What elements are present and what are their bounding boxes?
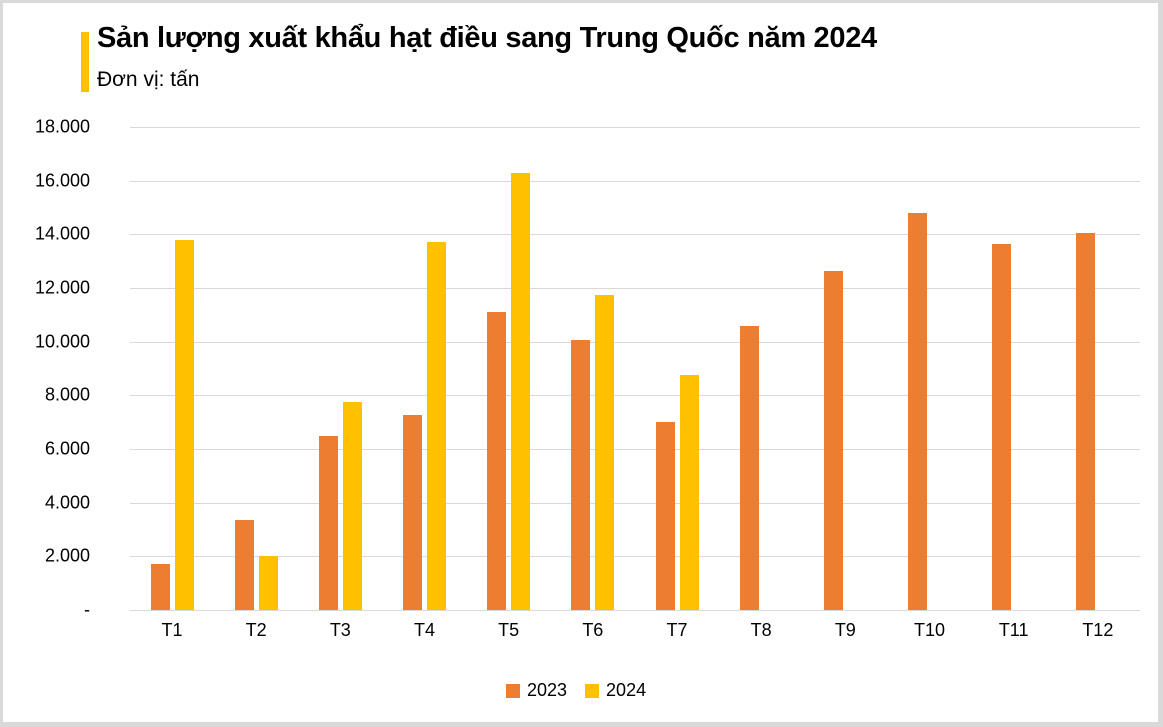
x-tick-label: T1 [161,620,183,640]
bar-2023-T8 [739,325,759,610]
bar-2023-T7 [655,422,675,610]
bar-2024-T1 [174,239,194,610]
bar-2024-T4 [427,242,447,610]
gridline [130,610,1140,611]
legend: 2023 2024 [506,680,664,701]
x-tick-label: T2 [245,620,267,640]
legend-item-2024: 2024 [585,680,646,701]
x-tick-label: T5 [498,620,520,640]
bar-2023-T9 [823,270,843,610]
y-tick-label: 2.000 [44,545,90,566]
legend-label: 2023 [527,680,568,700]
bar-2024-T2 [258,556,278,610]
x-tick-label: T4 [413,620,435,640]
x-tick-label: T7 [666,620,688,640]
bar-2023-T5 [487,312,507,610]
plot-area [130,127,1140,611]
gridline [130,395,1140,397]
bar-2024-T5 [511,172,531,610]
gridline [130,449,1140,450]
bar-2023-T1 [150,564,170,610]
legend-item-2023: 2023 [506,680,567,701]
y-tick-label: 10.000 [34,331,90,352]
gridline [130,341,1140,343]
bar-2024-T6 [595,294,615,610]
chart-subtitle: Đơn vị: tấn [97,68,200,91]
gridline [130,127,1140,128]
gridline [130,288,1140,289]
x-tick-label: T9 [834,620,856,640]
gridline [130,556,1140,558]
legend-swatch-icon [506,683,520,698]
gridline [130,180,1140,182]
x-tick-label: T8 [750,620,772,640]
legend-swatch-icon [585,683,600,698]
bar-2024-T7 [679,375,699,610]
gridline [130,234,1140,236]
bar-2023-T12 [1076,233,1096,610]
y-tick-label: 18.000 [34,116,90,137]
chart-title: Sản lượng xuất khẩu hạt điều sang Trung … [97,22,877,54]
x-tick-label: T12 [1082,620,1114,640]
y-tick-label: 16.000 [34,170,90,191]
x-tick-label: T6 [582,620,604,640]
title-accent-bar [81,32,89,92]
gridline [130,502,1140,504]
x-tick-label: T3 [329,620,351,640]
x-tick-label: T11 [998,620,1029,640]
y-tick-label: 8.000 [44,384,90,405]
bar-2023-T4 [403,415,423,610]
y-tick-label: 12.000 [34,277,90,298]
y-tick-label: - [84,599,90,620]
x-tick-label: T10 [913,620,946,640]
y-tick-label: 14.000 [34,223,90,244]
bar-2023-T6 [571,340,591,610]
bar-2024-T3 [342,402,362,610]
y-tick-label: 4.000 [44,492,90,513]
bar-2023-T2 [234,520,254,610]
bar-2023-T3 [318,435,338,610]
bar-2023-T11 [992,243,1012,610]
legend-label: 2024 [606,680,647,700]
bar-2023-T10 [908,212,928,610]
y-tick-label: 6.000 [44,438,90,459]
